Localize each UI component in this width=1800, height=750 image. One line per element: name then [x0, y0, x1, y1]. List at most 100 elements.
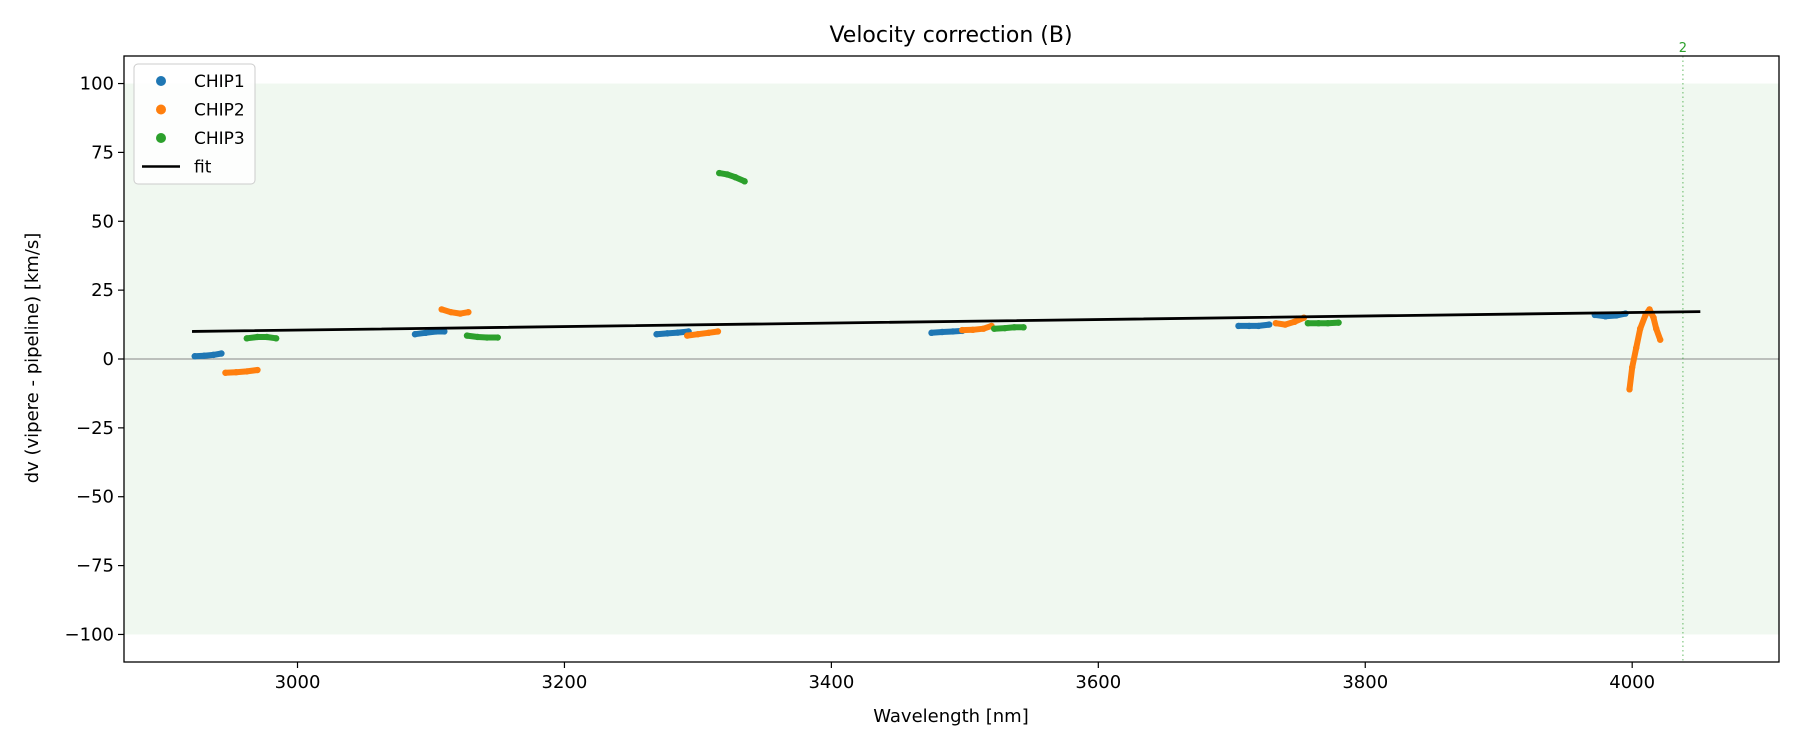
chip2-point [1650, 314, 1657, 321]
legend-chip3-swatch [156, 133, 166, 143]
y-tick-label: 0 [103, 349, 114, 370]
x-tick-label: 3400 [808, 672, 854, 693]
y-tick-label: 75 [91, 142, 114, 163]
x-tick-label: 3000 [275, 672, 321, 693]
chip3-point [991, 325, 998, 332]
chip3-point [1324, 319, 1332, 327]
chart-title: Velocity correction (B) [829, 23, 1072, 48]
legend-chip2-label: CHIP2 [194, 101, 245, 121]
chip1-point [411, 331, 419, 338]
legend-chip2-swatch [156, 104, 166, 115]
chip2-segment-5 [1272, 314, 1307, 328]
chip2-point [438, 306, 445, 313]
chip3-segment-1 [243, 334, 280, 342]
chip2-point [1636, 325, 1644, 332]
chip3-point [254, 333, 261, 341]
chip2-point [1626, 386, 1633, 393]
legend: CHIP1 CHIP2 CHIP3 fit [133, 63, 256, 185]
chip2-point [1653, 325, 1660, 332]
chip2-point [1281, 321, 1289, 328]
y-tick-label: −75 [76, 556, 114, 577]
chip3-point [724, 171, 731, 178]
chip3-point [1020, 324, 1027, 331]
chip3-point [263, 333, 271, 341]
plot-area: 2 3000 3200 3400 3600 3800 4000 100 75 50 25 0 −25 −5… [65, 41, 1780, 693]
chip2-point [243, 368, 250, 375]
y-tick-label: 100 [80, 74, 114, 95]
chip1-segment-4 [928, 327, 966, 336]
chip1-point [949, 328, 957, 335]
chip1-segment-5 [1235, 321, 1273, 329]
chip1-point [928, 329, 935, 337]
chip1-segment-6 [1591, 310, 1629, 320]
chip1-point [674, 329, 682, 336]
x-axis-title: Wavelength [nm] [873, 706, 1029, 727]
chip1-segment-3 [653, 328, 692, 338]
chip1-segment-1 [191, 350, 225, 360]
chip2-segment-3 [684, 328, 721, 339]
chip2-point [969, 326, 977, 334]
chip2-point [222, 369, 229, 376]
chip3-point [1335, 319, 1342, 326]
x-tick-label: 4000 [1609, 672, 1655, 693]
chip2-point [1657, 336, 1664, 343]
chip2-segment-2 [438, 306, 472, 317]
chip2-point [447, 308, 455, 316]
chip3-point [463, 332, 471, 339]
y-tick-label: 25 [91, 280, 114, 301]
y-tick-label: 50 [91, 211, 114, 232]
chip1-point [200, 352, 208, 359]
chip3-point [494, 334, 501, 341]
chip2-point [1632, 344, 1640, 352]
chip2-point [714, 328, 722, 335]
legend-chip1-swatch [156, 76, 166, 86]
chip1-point [1255, 322, 1262, 330]
chip1-point [210, 351, 217, 359]
chip1-segment-2 [412, 328, 448, 338]
chip2-point [684, 332, 691, 339]
chip2-point [1272, 319, 1280, 327]
chip1-point [441, 328, 448, 335]
chip2-point [465, 308, 472, 316]
chip3-segment-4 [991, 324, 1027, 332]
chip1-point [664, 330, 671, 337]
chip1-point [653, 331, 660, 338]
chip3-point [1315, 319, 1322, 327]
legend-chip3-label: CHIP3 [194, 129, 245, 149]
chip3-segment-3 [716, 170, 748, 185]
chip1-point [938, 328, 946, 336]
chip2-point [457, 310, 464, 317]
chip1-point [1602, 313, 1609, 320]
chip3-point [1304, 319, 1312, 327]
chip2-point [232, 369, 240, 376]
chip3-point [474, 333, 481, 341]
y-tick-label: −25 [76, 418, 114, 439]
data-layer [191, 169, 1701, 393]
chip1-point [1245, 322, 1253, 330]
chip2-point [705, 329, 712, 337]
chip3-point [1011, 324, 1018, 331]
chip3-point [741, 178, 748, 185]
chip1-point [1235, 322, 1242, 330]
chip2-point [980, 325, 987, 332]
chip1-point [433, 328, 440, 335]
chip3-segment-5 [1304, 319, 1342, 327]
chip1-point [1265, 321, 1273, 328]
chip2-point [694, 331, 702, 338]
x-tick-label: 3800 [1342, 672, 1388, 693]
x-tick-label: 3600 [1075, 672, 1121, 693]
legend-box [133, 63, 256, 185]
y-tick-label: −50 [76, 487, 114, 508]
chip2-point [254, 366, 261, 374]
vline-label: 2 [1679, 41, 1687, 56]
chip3-point [732, 174, 739, 181]
legend-fit-label: fit [194, 158, 212, 178]
chip3-point [272, 335, 280, 342]
fit-line [191, 310, 1701, 333]
chip3-point [483, 334, 491, 341]
chip2-segment-1 [222, 367, 261, 376]
chip2-point [958, 326, 966, 334]
chip2-segment-4 [959, 322, 995, 334]
